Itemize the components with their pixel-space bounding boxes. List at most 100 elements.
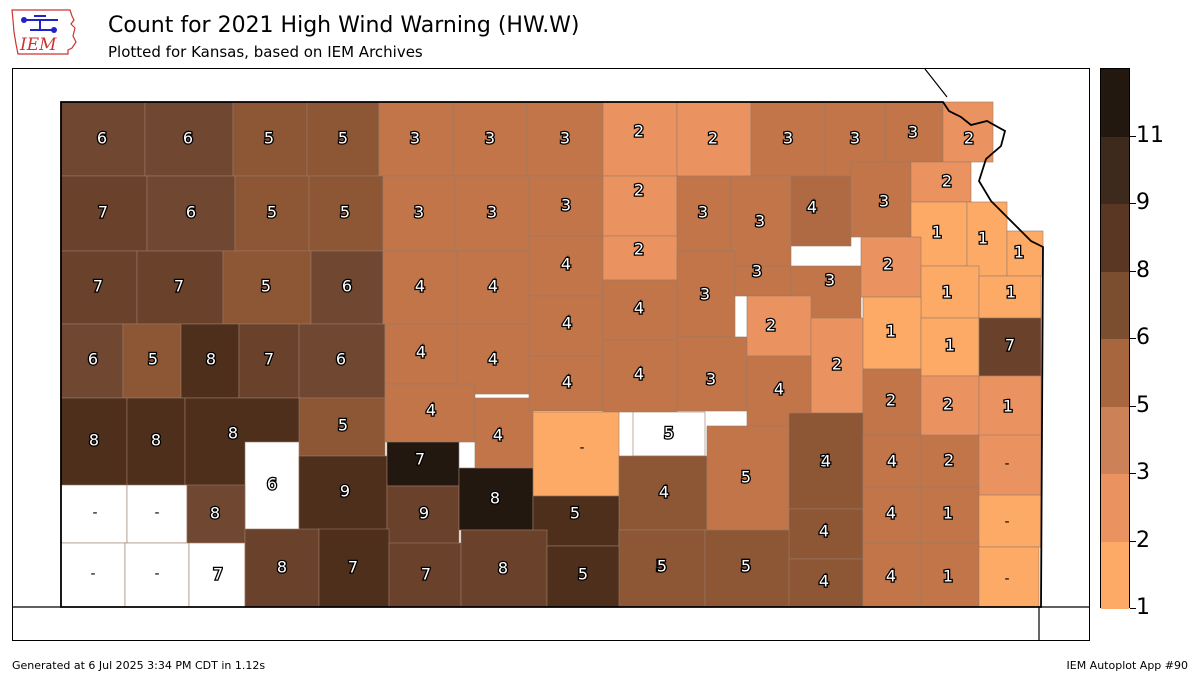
county-70	[532, 411, 620, 497]
chart-title: Count for 2021 High Wind Warning (HW.W)	[108, 13, 580, 38]
county-count-label: 4	[821, 452, 831, 471]
county-77	[978, 434, 1042, 496]
county-65	[602, 339, 678, 413]
county-103	[788, 558, 864, 608]
colorbar-segment	[1101, 541, 1129, 609]
county-85	[458, 467, 534, 531]
county-count-label: 9	[340, 482, 350, 501]
county-23	[790, 175, 852, 247]
county-count-label: 3	[487, 203, 497, 222]
county-count-label: 1	[943, 567, 953, 586]
county-count-label: 8	[89, 431, 99, 450]
county-56	[920, 317, 980, 377]
county-93	[60, 542, 126, 608]
county-36	[602, 235, 678, 281]
county-53	[746, 295, 812, 357]
county-count-label: -	[1004, 456, 1009, 472]
county-47	[298, 323, 386, 399]
county-79	[126, 484, 188, 544]
county-count-label: 3	[850, 129, 860, 148]
county-count-label: 3	[755, 212, 765, 231]
county-51	[602, 279, 678, 341]
county-49	[456, 323, 532, 395]
colorbar-tick-label: 9	[1136, 190, 1150, 215]
county-count-label: 4	[774, 380, 784, 399]
county-count-label: 4	[493, 426, 503, 445]
county-4	[378, 101, 454, 177]
county-count-label: 4	[562, 373, 572, 392]
county-82	[298, 455, 388, 531]
county-count-label: 5	[340, 203, 350, 222]
county-count-label: 8	[210, 504, 220, 523]
county-count-label: 2	[944, 451, 954, 470]
county-count-label: 2	[942, 172, 952, 191]
colorbar-tick	[1130, 473, 1136, 474]
county-count-label: 8	[151, 431, 161, 450]
county-count-label: 1	[943, 504, 953, 523]
colorbar-segment	[1101, 406, 1129, 474]
county-37	[676, 250, 736, 338]
county-count-label: 4	[426, 401, 436, 420]
county-25	[910, 161, 972, 203]
county-count-label: 4	[634, 299, 644, 318]
county-count-label: -	[154, 505, 159, 521]
county-count-label: 4	[562, 314, 572, 333]
county-count-label: 3	[410, 129, 420, 148]
colorbar-tick	[1130, 338, 1136, 339]
county-count-label: 7	[174, 277, 184, 296]
county-32	[310, 250, 384, 325]
logo-text: IEM	[19, 35, 57, 55]
county-57	[978, 317, 1042, 377]
county-71	[632, 411, 706, 457]
county-106	[978, 546, 1040, 608]
county-count-label: 8	[228, 424, 238, 443]
county-count-label: 9	[419, 504, 429, 523]
county-1	[144, 101, 234, 177]
county-52	[676, 336, 748, 412]
county-92	[978, 494, 1042, 548]
county-count-label: 3	[698, 203, 708, 222]
county-89	[788, 508, 864, 560]
county-86	[532, 495, 620, 547]
county-5	[452, 101, 528, 177]
county-count-label: 6	[88, 350, 98, 369]
county-count-label: 5	[264, 129, 274, 148]
county-count-label: 3	[485, 129, 495, 148]
county-97	[318, 528, 390, 608]
county-18	[454, 175, 530, 252]
county-78	[60, 484, 128, 544]
county-11	[884, 101, 944, 163]
county-count-label: 1	[1014, 243, 1024, 262]
county-count-label: 4	[561, 255, 571, 274]
county-count-label: 3	[879, 192, 889, 211]
colorbar-tick	[1130, 608, 1136, 609]
kansas-outline	[60, 101, 1044, 608]
county-9	[750, 101, 826, 177]
county-73	[706, 425, 790, 531]
county-80	[244, 441, 300, 543]
county-83	[386, 441, 460, 487]
county-count-label: 7	[415, 450, 425, 469]
county-102	[704, 529, 790, 608]
county-20	[602, 175, 678, 237]
county-count-label: 5	[657, 557, 667, 576]
chart-subtitle: Plotted for Kansas, based on IEM Archive…	[108, 43, 423, 61]
autoplot-app-label: IEM Autoplot App #90	[1066, 659, 1189, 672]
county-count-label: -	[579, 440, 584, 456]
county-count-label: 7	[421, 565, 431, 584]
county-74	[788, 412, 864, 510]
county-0	[60, 101, 146, 177]
colorbar-tick	[1130, 203, 1136, 204]
county-count-label: 4	[819, 572, 829, 591]
county-count-label: 2	[708, 129, 718, 148]
county-62	[384, 383, 476, 443]
county-68	[920, 375, 980, 437]
county-count-label: 4	[416, 343, 426, 362]
county-48	[384, 323, 458, 385]
county-count-label: 4	[807, 198, 817, 217]
county-count-label: 7	[213, 565, 223, 584]
county-count-label: 5	[741, 557, 751, 576]
county-count-label: 5	[570, 504, 580, 523]
county-count-label: -	[1004, 571, 1009, 587]
